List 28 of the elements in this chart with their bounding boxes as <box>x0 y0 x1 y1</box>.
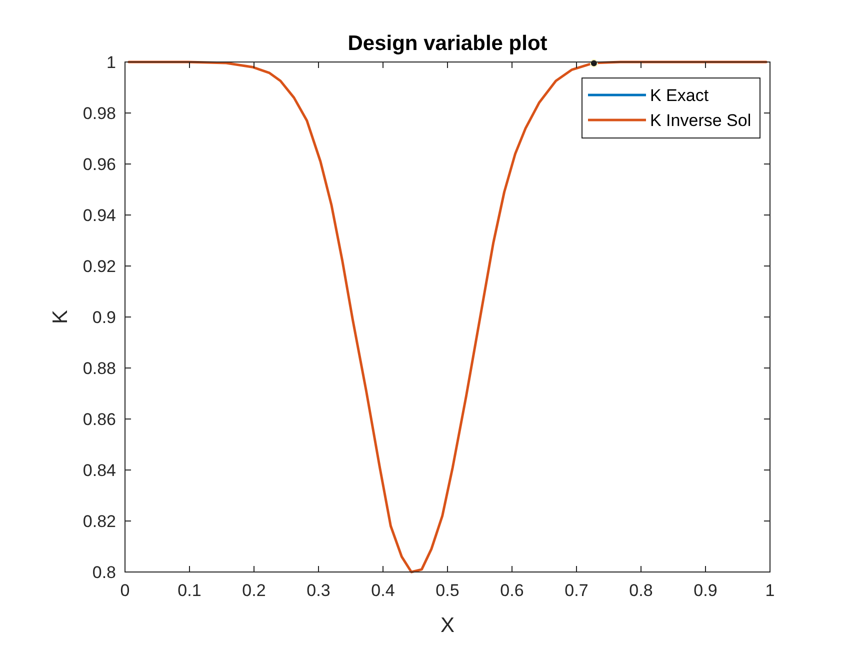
x-tick-label: 0.7 <box>564 581 588 600</box>
y-tick-label: 0.8 <box>92 562 116 582</box>
x-tick-label: 0.5 <box>436 581 460 600</box>
y-tick-label: 0.94 <box>82 206 116 225</box>
y-tick-label: 0.84 <box>82 460 116 480</box>
y-axis-title: K <box>49 310 72 324</box>
x-tick-label: 0 <box>120 581 130 600</box>
x-tick-label: 1 <box>765 581 775 600</box>
y-tick-label: 0.82 <box>82 512 116 531</box>
x-tick-label: 0.2 <box>242 581 266 600</box>
x-tick-label: 0.6 <box>500 581 524 600</box>
x-tick-label: 0.9 <box>694 581 718 600</box>
line-series <box>128 60 768 574</box>
y-tick-label: 0.98 <box>82 104 116 123</box>
x-axis-title: X <box>440 614 455 637</box>
y-tick-label: 1 <box>106 52 116 72</box>
chart-title: Design variable plot <box>348 32 548 55</box>
legend-label: K Exact <box>650 86 709 105</box>
y-tick-label: 0.86 <box>82 410 116 429</box>
y-tick-label: 0.92 <box>82 256 116 276</box>
x-tick-label: 0.1 <box>178 581 202 600</box>
x-tick-label: 0.8 <box>629 581 653 600</box>
y-tick-label: 0.88 <box>82 358 116 378</box>
x-tick-label: 0.3 <box>306 581 330 600</box>
y-tick-label: 0.9 <box>92 308 116 327</box>
y-tick-label: 0.96 <box>82 154 116 174</box>
x-tick-label: 0.4 <box>371 581 395 600</box>
legend-label: K Inverse Sol <box>650 110 752 130</box>
